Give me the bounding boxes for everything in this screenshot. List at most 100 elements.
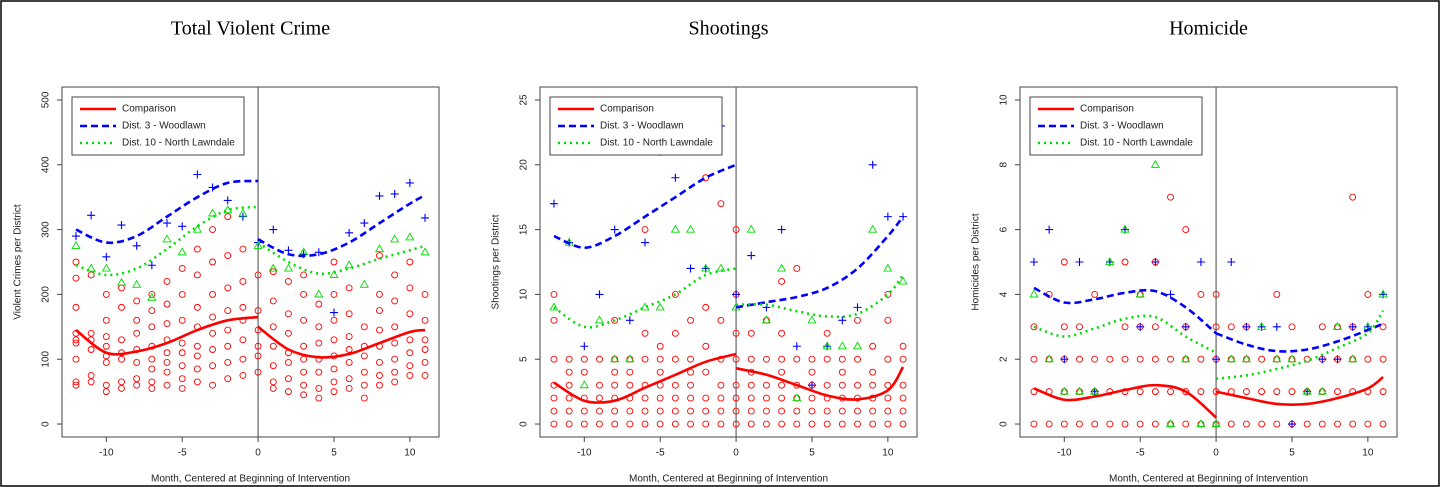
plus-point	[1348, 322, 1357, 331]
y-tick-label: 6	[999, 226, 1010, 232]
comparison-point	[133, 329, 141, 337]
comparison-point	[391, 378, 399, 386]
comparison-point	[391, 323, 399, 331]
comparison-point	[747, 355, 755, 363]
y-tick-label: 300	[41, 221, 52, 238]
comparison-point	[209, 258, 217, 266]
plus-point	[238, 212, 247, 221]
plus-point	[405, 178, 414, 187]
comparison-point	[87, 346, 95, 353]
comparison-point	[224, 342, 232, 350]
plus-point	[147, 261, 156, 270]
comparison-point	[762, 394, 770, 402]
comparison-point	[717, 200, 725, 208]
smooth-line	[1033, 376, 1384, 419]
x-tick-label: -5	[178, 448, 187, 459]
comparison-point	[239, 371, 247, 379]
comparison-point	[732, 355, 740, 363]
comparison-point	[687, 316, 695, 324]
comparison-point	[345, 359, 353, 366]
comparison-point	[1273, 290, 1281, 298]
comparison-point	[406, 310, 414, 318]
comparison-point	[1379, 323, 1387, 331]
comparison-point	[641, 407, 649, 415]
comparison-point	[1242, 420, 1250, 428]
comparison-point	[702, 342, 710, 350]
comparison-point	[193, 245, 201, 253]
triangle-point	[1165, 419, 1176, 428]
comparison-point	[360, 323, 368, 331]
plus-point	[1287, 420, 1296, 429]
comparison-point	[193, 365, 201, 373]
comparison-point	[580, 368, 588, 376]
comparison-point	[315, 300, 323, 308]
panel: Shootings Month, Centered at Beginning of…	[491, 18, 918, 485]
triangle-point	[1287, 354, 1297, 363]
comparison-point	[178, 384, 186, 392]
comparison-point	[163, 300, 171, 308]
comparison-point	[1288, 388, 1296, 396]
comparison-point	[284, 375, 292, 383]
comparison-point	[209, 313, 217, 321]
plus-point	[117, 221, 126, 230]
triangle-point	[1029, 289, 1039, 298]
comparison-point	[1167, 355, 1175, 363]
comparison-point	[671, 290, 679, 298]
comparison-point	[391, 368, 399, 376]
plot-frame	[61, 86, 440, 438]
panel-title: Shootings	[688, 18, 768, 40]
comparison-point	[565, 407, 573, 415]
comparison-point	[1045, 420, 1053, 428]
comparison-point	[269, 384, 277, 392]
smooth-line	[553, 267, 905, 329]
comparison-point	[641, 329, 649, 337]
comparison-point	[702, 303, 710, 311]
comparison-point	[854, 355, 861, 363]
comparison-point	[1349, 193, 1357, 201]
comparison-point	[163, 277, 171, 285]
comparison-point	[671, 355, 679, 363]
comparison-point	[732, 329, 740, 337]
triangle-point	[1090, 386, 1100, 395]
comparison-point	[747, 381, 755, 389]
comparison-point	[565, 381, 573, 389]
comparison-point	[1121, 323, 1129, 331]
comparison-point	[1151, 323, 1159, 331]
comparison-point	[1258, 355, 1266, 363]
triangle-point	[822, 341, 832, 350]
triangle-point	[1378, 289, 1388, 298]
y-tick-label: 500	[41, 91, 52, 108]
comparison-point	[702, 420, 710, 428]
comparison-point	[224, 359, 232, 366]
comparison-point	[376, 359, 383, 366]
comparison-point	[899, 407, 907, 415]
plus-point	[671, 173, 680, 182]
comparison-point	[345, 346, 353, 353]
x-axis-label: Month, Centered at Beginning of Interven…	[1109, 474, 1308, 485]
x-tick-label: 0	[1213, 448, 1219, 459]
legend-box	[549, 96, 723, 156]
comparison-point	[330, 258, 338, 266]
comparison-point	[838, 407, 846, 415]
comparison-point	[1303, 420, 1311, 428]
comparison-point	[884, 381, 892, 389]
comparison-point	[641, 394, 649, 402]
comparison-point	[1212, 323, 1220, 331]
triangle-point	[868, 224, 878, 233]
comparison-point	[269, 378, 277, 386]
plus-point	[87, 211, 96, 220]
comparison-point	[1076, 323, 1083, 331]
triangle-point	[898, 276, 908, 285]
triangle-point	[1105, 257, 1115, 266]
comparison-point	[269, 362, 277, 370]
comparison-point	[1197, 355, 1205, 363]
comparison-point	[778, 381, 786, 389]
comparison-point	[269, 323, 277, 331]
x-tick-label: -10	[1057, 448, 1072, 459]
triangle-point	[1074, 386, 1085, 395]
plus-point	[1151, 258, 1160, 266]
x-tick-label: 0	[255, 448, 261, 459]
comparison-point	[869, 407, 877, 415]
